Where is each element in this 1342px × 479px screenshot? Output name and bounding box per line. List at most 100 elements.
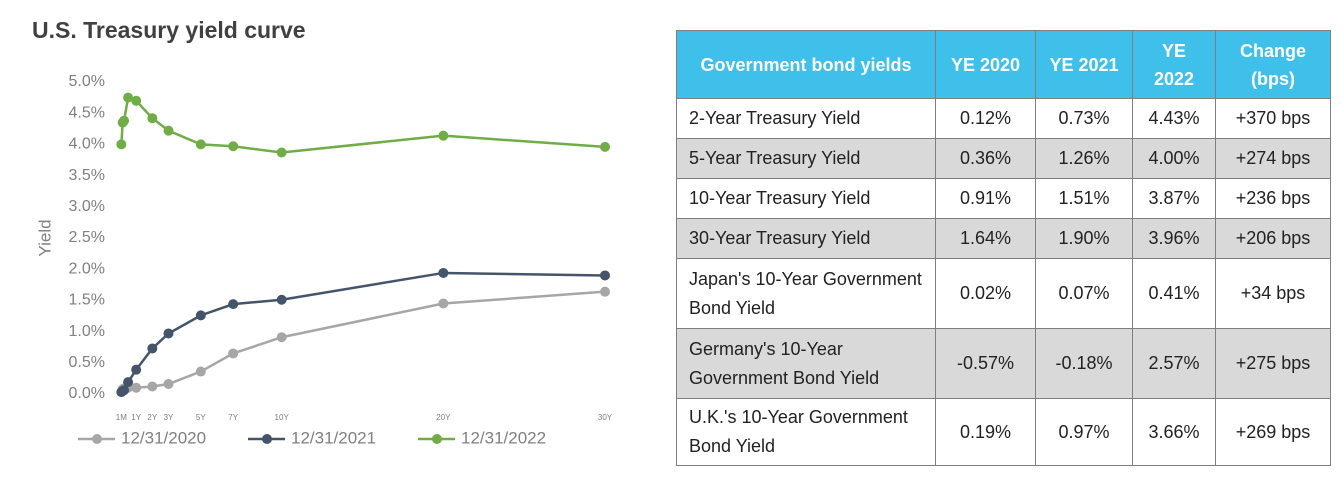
y-tick-label: 2.0% bbox=[69, 260, 105, 277]
data-point bbox=[276, 332, 287, 343]
y-tick-label: 3.0% bbox=[69, 198, 105, 215]
data-point bbox=[195, 366, 206, 377]
table-cell: 2-Year Treasury Yield bbox=[676, 98, 936, 139]
table-cell: +34 bps bbox=[1215, 258, 1331, 329]
header-cell: Government bond yields bbox=[676, 30, 936, 99]
chart: U.S. Treasury yield curve Yield 0.0% 0.5%… bbox=[32, 17, 613, 447]
table-cell: U.K.'s 10-Year Government Bond Yield bbox=[676, 398, 936, 466]
table-cell: +269 bps bbox=[1215, 398, 1331, 466]
data-point bbox=[228, 141, 239, 152]
table-cell: Germany's 10-Year Government Bond Yield bbox=[676, 328, 936, 399]
data-point bbox=[163, 379, 174, 390]
table-row: Germany's 10-Year Government Bond Yield -… bbox=[676, 328, 1331, 399]
x-tick-label: 20Y bbox=[436, 413, 451, 422]
legend-marker bbox=[92, 434, 102, 444]
table-cell: 1.64% bbox=[935, 218, 1036, 259]
data-point bbox=[163, 125, 174, 136]
y-axis-label: Yield bbox=[35, 219, 54, 256]
data-point bbox=[119, 385, 130, 396]
chart-title: U.S. Treasury yield curve bbox=[32, 17, 306, 43]
y-tick-label: 0.0% bbox=[69, 385, 105, 402]
table-cell: 0.73% bbox=[1035, 98, 1133, 139]
legend-label: 12/31/2021 bbox=[291, 428, 376, 447]
table-cell: 3.96% bbox=[1132, 218, 1216, 259]
table-row: Japan's 10-Year Government Bond Yield 0.0… bbox=[676, 258, 1331, 329]
table-row: 10-Year Treasury Yield 0.91% 1.51% 3.87% +23… bbox=[676, 178, 1331, 219]
data-point bbox=[123, 92, 134, 103]
table-cell: 0.19% bbox=[935, 398, 1036, 466]
table-cell: 0.91% bbox=[935, 178, 1036, 219]
x-tick-label: 30Y bbox=[598, 413, 613, 422]
series-line bbox=[120, 290, 606, 393]
table-cell: 10-Year Treasury Yield bbox=[676, 178, 936, 219]
x-tick-label: 2Y bbox=[147, 413, 157, 422]
table-cell: 4.43% bbox=[1132, 98, 1216, 139]
data-point bbox=[438, 130, 449, 141]
header-row: Government bond yields YE 2020 YE 2021 YE 2… bbox=[676, 30, 1331, 99]
data-point bbox=[276, 147, 287, 158]
y-tick-label: 3.5% bbox=[69, 167, 105, 184]
y-tick-label: 0.5% bbox=[69, 354, 105, 371]
table-cell: 0.07% bbox=[1035, 258, 1133, 329]
data-point bbox=[600, 286, 610, 297]
header-cell: YE 2020 bbox=[935, 30, 1036, 99]
table-row: 30-Year Treasury Yield 1.64% 1.90% 3.96% +20… bbox=[676, 218, 1331, 259]
data-point bbox=[228, 348, 239, 359]
data-point bbox=[131, 382, 142, 393]
table-cell: +274 bps bbox=[1215, 138, 1331, 179]
table-cell: -0.18% bbox=[1035, 328, 1133, 399]
table-cell: 4.00% bbox=[1132, 138, 1216, 179]
y-tick-label: 4.0% bbox=[69, 136, 105, 153]
table-cell: -0.57% bbox=[935, 328, 1036, 399]
data-point bbox=[131, 364, 142, 375]
data-point bbox=[147, 381, 158, 392]
table-cell: 0.41% bbox=[1132, 258, 1216, 329]
legend-label: 12/31/2022 bbox=[461, 428, 546, 447]
data-point bbox=[131, 95, 142, 106]
table-cell: 0.12% bbox=[935, 98, 1036, 139]
header-cell: YE 2022 bbox=[1132, 30, 1216, 99]
y-tick-label: 4.5% bbox=[69, 104, 105, 121]
data-point bbox=[195, 310, 206, 321]
table-cell: 0.02% bbox=[935, 258, 1036, 329]
table-cell: 3.87% bbox=[1132, 178, 1216, 219]
data-point bbox=[195, 139, 206, 150]
data-point bbox=[438, 267, 449, 278]
table-cell: 3.66% bbox=[1132, 398, 1216, 466]
table-cell: +275 bps bbox=[1215, 328, 1331, 399]
y-tick-label: 2.5% bbox=[69, 229, 105, 246]
table-cell: +236 bps bbox=[1215, 178, 1331, 219]
data-point bbox=[163, 328, 174, 339]
data-point bbox=[228, 299, 239, 310]
data-point bbox=[438, 298, 449, 309]
x-tick-label: 3Y bbox=[164, 413, 174, 422]
data-point bbox=[116, 139, 127, 150]
table-cell: 0.36% bbox=[935, 138, 1036, 179]
series-line bbox=[120, 95, 606, 154]
y-tick-label: 1.0% bbox=[69, 323, 105, 340]
x-tick-label: 1M bbox=[116, 413, 127, 422]
table-cell: 1.51% bbox=[1035, 178, 1133, 219]
x-tick-label: 10Y bbox=[275, 413, 290, 422]
data-point bbox=[147, 343, 158, 354]
data-point bbox=[600, 141, 610, 152]
data-point bbox=[600, 270, 610, 281]
data-point bbox=[119, 115, 130, 126]
table-cell: 0.97% bbox=[1035, 398, 1133, 466]
header-cell: YE 2021 bbox=[1035, 30, 1133, 99]
y-tick-label: 1.5% bbox=[69, 292, 105, 309]
table-cell: +370 bps bbox=[1215, 98, 1331, 139]
header-cell: Change (bps) bbox=[1215, 30, 1331, 99]
table-row: U.K.'s 10-Year Government Bond Yield 0.19… bbox=[676, 398, 1331, 466]
table-cell: 5-Year Treasury Yield bbox=[676, 138, 936, 179]
table-cell: 1.90% bbox=[1035, 218, 1133, 259]
legend-label: 12/31/2020 bbox=[121, 428, 206, 447]
data-point bbox=[276, 294, 287, 305]
table-row: 2-Year Treasury Yield 0.12% 0.73% 4.43% +370… bbox=[676, 98, 1331, 139]
x-tick-label: 7Y bbox=[228, 413, 238, 422]
x-tick-label: 1Y bbox=[131, 413, 141, 422]
y-tick-label: 5.0% bbox=[69, 73, 105, 90]
x-tick-label: 5Y bbox=[196, 413, 206, 422]
bond-table: Government bond yields YE 2020 YE 2021 YE 2… bbox=[676, 30, 1331, 466]
